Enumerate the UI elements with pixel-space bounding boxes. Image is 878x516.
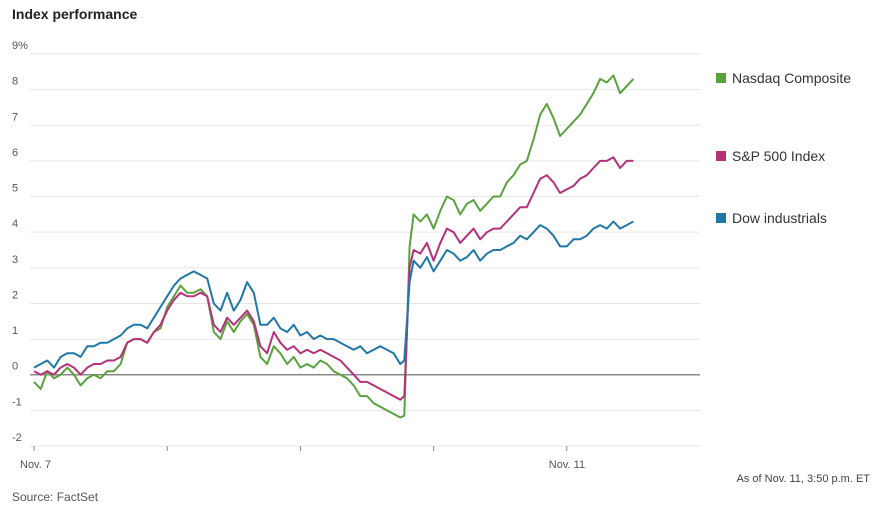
legend-swatch: [716, 73, 726, 83]
series-line-0: [33, 74, 635, 419]
y-tick-label: 2: [12, 289, 18, 301]
y-tick-label: 4: [12, 218, 18, 230]
legend-item-sp500: S&P 500 Index: [716, 148, 825, 164]
y-tick-label: 6: [12, 147, 18, 159]
y-axis: 9% 8 7 6 5 4 3 2 1 0 -1 -2: [12, 40, 28, 444]
legend-swatch: [716, 213, 726, 223]
legend-label: S&P 500 Index: [732, 148, 826, 164]
y-tick-label: 1: [12, 325, 18, 337]
x-axis: Nov. 7 Nov. 11: [20, 446, 585, 471]
legend-label: Nasdaq Composite: [732, 70, 852, 86]
y-tick-label: -1: [12, 396, 22, 408]
series-line-2: [33, 220, 634, 369]
y-tick-label: 5: [12, 183, 18, 195]
x-tick-label: Nov. 11: [549, 459, 585, 471]
chart-title: Index performance: [12, 6, 138, 22]
legend-label: Dow industrials: [732, 210, 827, 226]
source-note: Source: FactSet: [12, 490, 99, 504]
timestamp-note: As of Nov. 11, 3:50 p.m. ET: [736, 473, 870, 485]
y-tick-label: 8: [12, 76, 18, 88]
x-tick-label: Nov. 7: [20, 459, 51, 471]
legend-swatch: [716, 151, 726, 161]
series-lines: [33, 74, 635, 419]
legend-item-dow: Dow industrials: [716, 210, 827, 226]
y-tick-label: 9%: [12, 40, 28, 52]
y-tick-label: 7: [12, 111, 18, 123]
grid-lines: [30, 53, 700, 447]
series-line-1: [33, 156, 634, 401]
y-tick-label: 0: [12, 361, 18, 373]
legend-item-nasdaq: Nasdaq Composite: [716, 70, 851, 86]
y-tick-label: 3: [12, 254, 18, 266]
y-tick-label: -2: [12, 432, 22, 444]
